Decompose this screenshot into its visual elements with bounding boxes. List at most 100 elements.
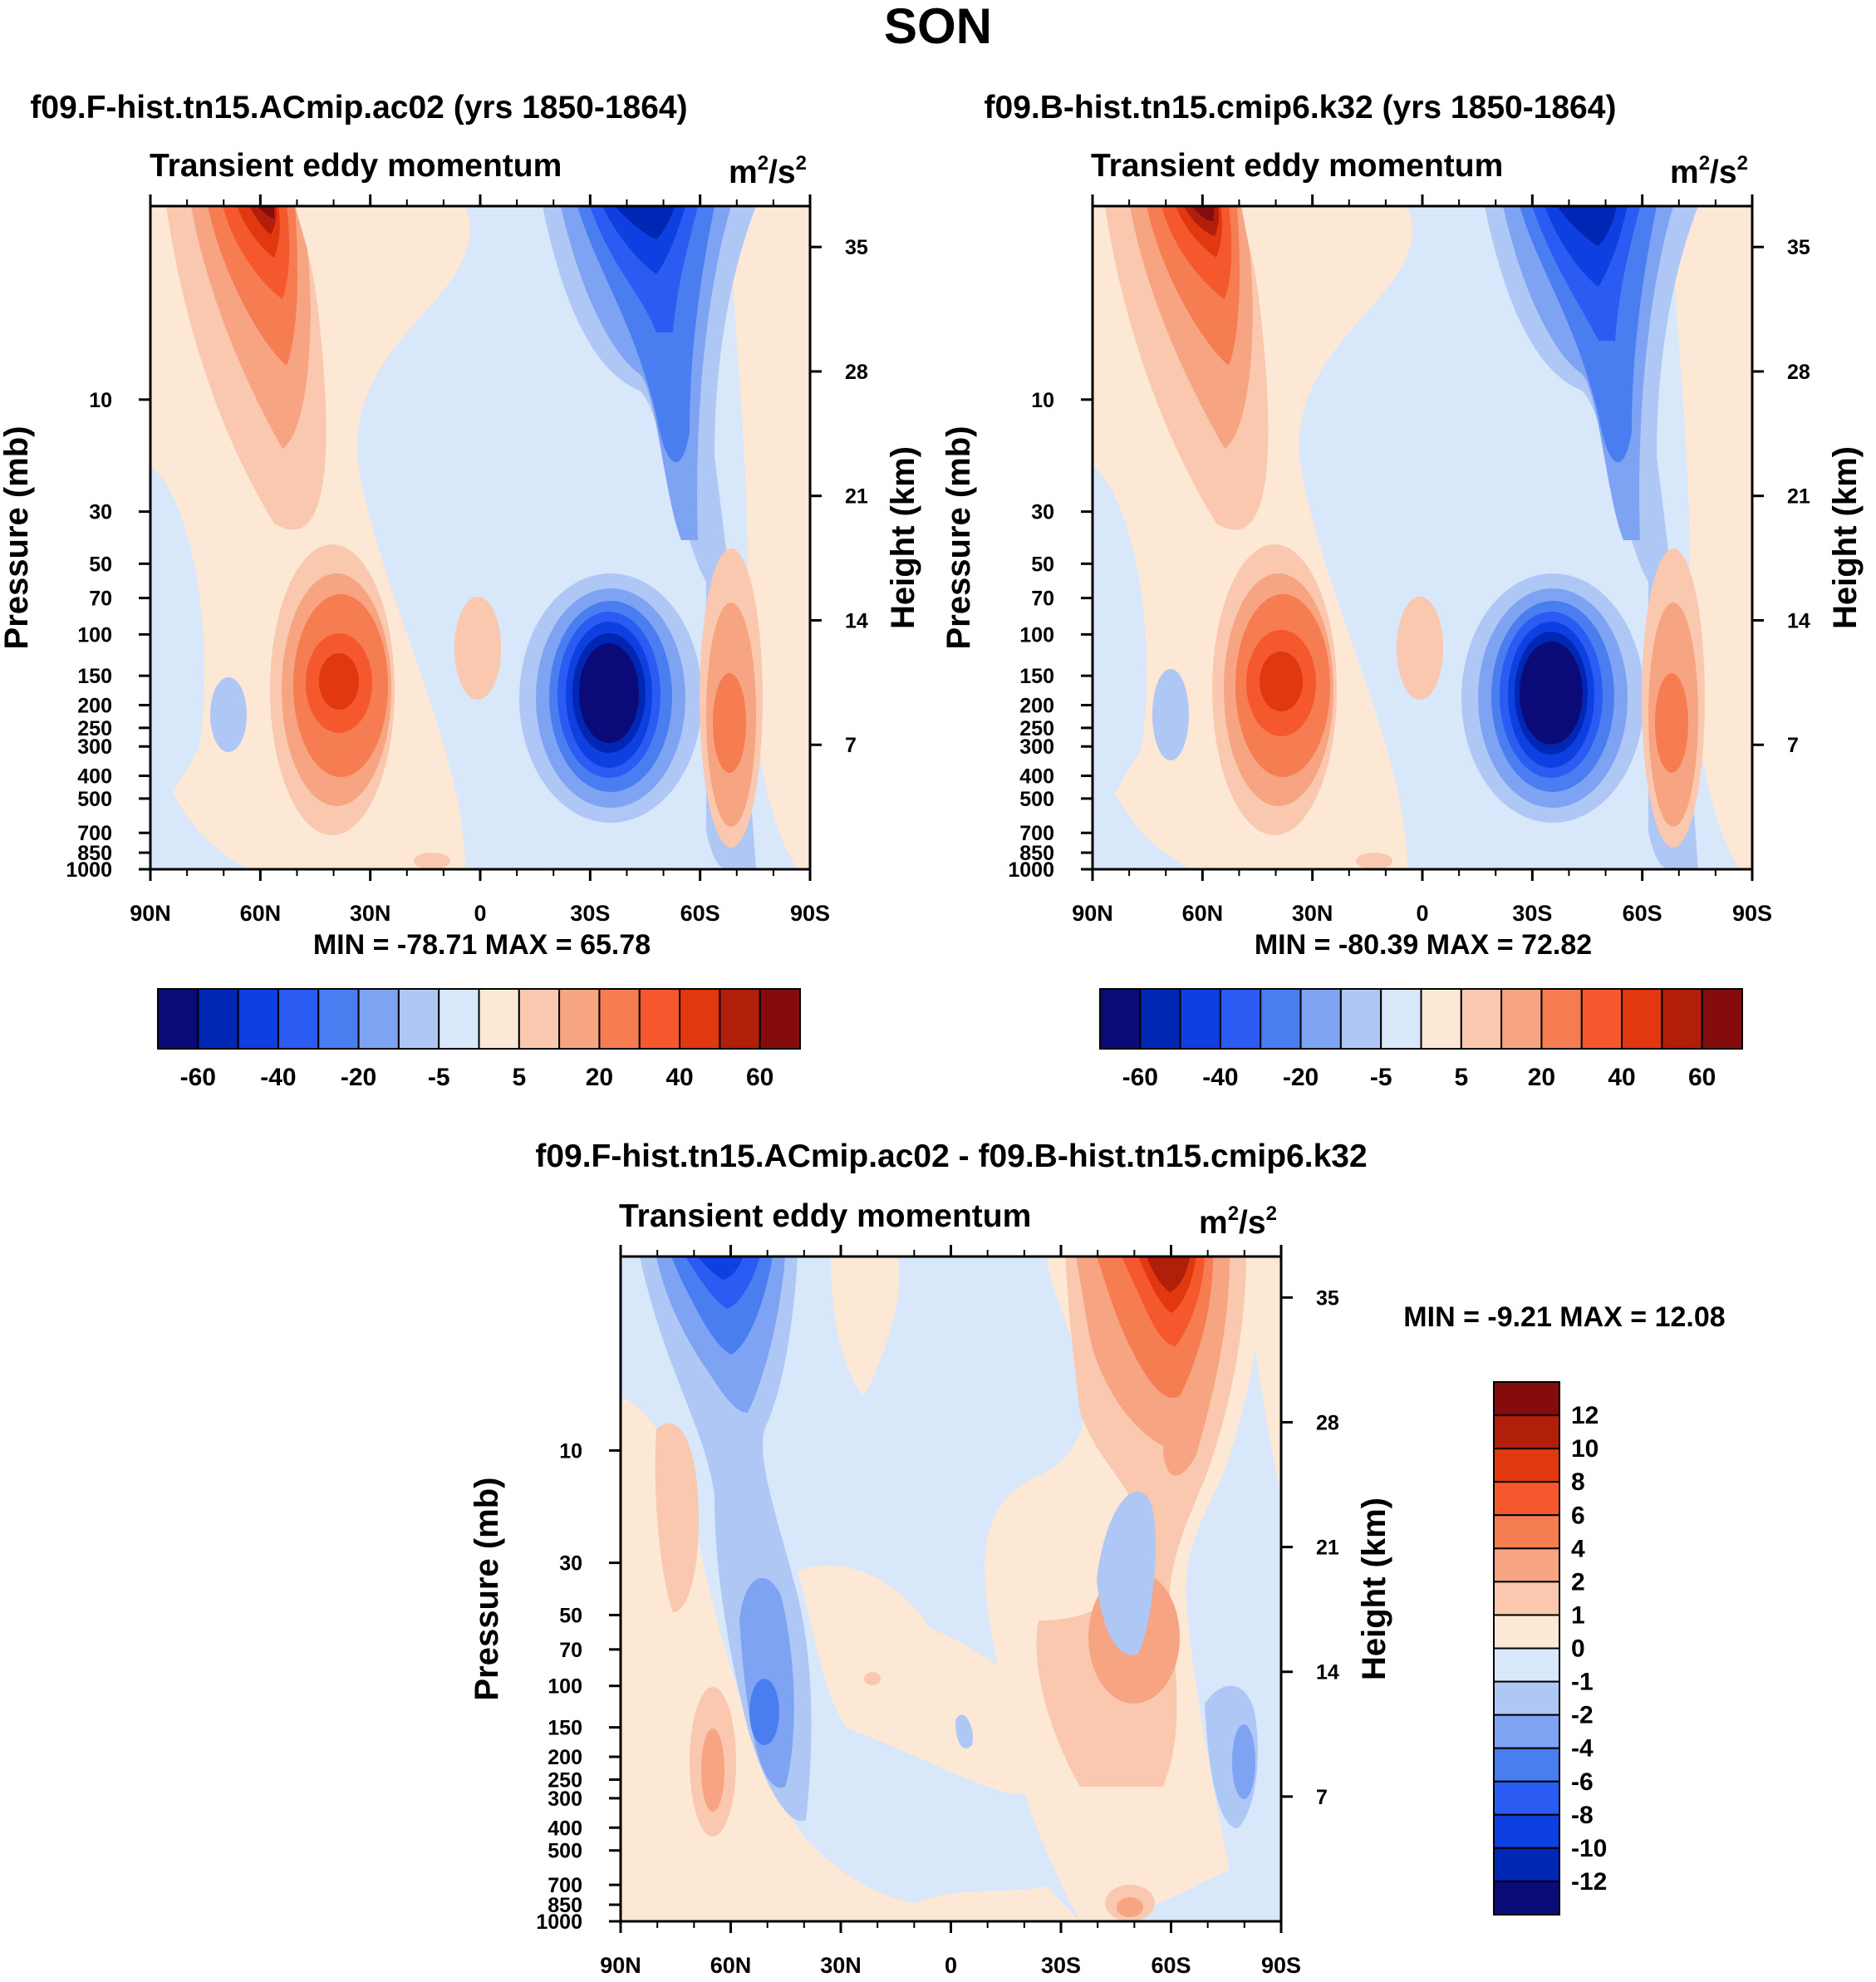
panel-3-left-string: Transient eddy momentum	[619, 1198, 1031, 1234]
height-tick-label: 35	[1316, 1286, 1339, 1310]
y-axis-label: Pressure (mb)	[0, 426, 35, 650]
height-tick-label: 35	[1787, 236, 1810, 259]
colorbar-label: 5	[1454, 1064, 1468, 1091]
colorbar-swatch	[1493, 1581, 1560, 1616]
pressure-tick-label: 100	[548, 1675, 582, 1699]
colorbar-label: -12	[1571, 1868, 1607, 1896]
colorbar-swatch	[1260, 988, 1302, 1050]
colorbar-label: 60	[1688, 1064, 1716, 1091]
panel-1-contour-field	[150, 206, 810, 869]
colorbar-swatch	[1493, 1514, 1560, 1550]
pressure-tick-label: 100	[77, 623, 112, 647]
colorbar-swatch	[1493, 1414, 1560, 1450]
colorbar-swatch	[438, 988, 480, 1050]
pressure-tick-label: 400	[548, 1817, 582, 1840]
panel-3-units: m2/s2	[1199, 1202, 1277, 1241]
pressure-tick-label: 850	[548, 1894, 582, 1917]
colorbar-label: -60	[180, 1064, 216, 1091]
colorbar-swatch	[317, 988, 360, 1050]
pressure-tick-label: 70	[559, 1639, 582, 1662]
colorbar-swatch	[1493, 1614, 1560, 1650]
pressure-tick-label: 250	[548, 1768, 582, 1792]
colorbar-label: 12	[1571, 1402, 1599, 1429]
pressure-tick-label: 1000	[536, 1911, 582, 1934]
y-axis-label: Pressure (mb)	[469, 1478, 505, 1701]
x-tick-label: 30S	[570, 901, 610, 926]
pressure-tick-label: 70	[89, 588, 112, 611]
pressure-tick-label: 500	[77, 788, 112, 811]
colorbar-swatch	[1493, 1747, 1560, 1783]
y-axis-right-label: Height (km)	[1356, 1498, 1392, 1680]
height-tick-label: 28	[1787, 361, 1810, 384]
pressure-tick-label: 850	[1019, 842, 1054, 865]
pressure-tick-label: 10	[1031, 389, 1054, 412]
colorbar-swatch	[1621, 988, 1663, 1050]
colorbar-swatch	[1493, 1647, 1560, 1683]
height-tick-label: 21	[1787, 485, 1810, 509]
colorbar-label: 40	[1608, 1064, 1635, 1091]
colorbar-swatch	[1493, 1547, 1560, 1583]
colorbar-swatch	[759, 988, 801, 1050]
colorbar-swatch	[1493, 1448, 1560, 1483]
pressure-tick-label: 200	[548, 1746, 582, 1769]
colorbar-label: 20	[1528, 1064, 1555, 1091]
x-tick-label: 30N	[350, 901, 391, 926]
colorbar-swatch	[1493, 1813, 1560, 1849]
x-tick-label: 30S	[1041, 1953, 1081, 1978]
panel-3-plot: 90N 60N 30N 0 30S 60S 90S103050701001502002503…	[469, 1245, 1392, 1978]
pressure-tick-label: 250	[77, 717, 112, 740]
colorbar-swatch	[157, 988, 199, 1050]
x-tick-label: 30N	[1292, 901, 1333, 926]
colorbar-swatch	[1099, 988, 1142, 1050]
pressure-tick-label: 200	[1019, 694, 1054, 717]
colorbar-label: 10	[1571, 1435, 1599, 1463]
pressure-tick-label: 10	[89, 389, 112, 412]
colorbar-label: -1	[1571, 1669, 1594, 1696]
pressure-tick-label: 850	[77, 842, 112, 865]
colorbar-label: -40	[1202, 1064, 1238, 1091]
panel-2-colorbar: -60 -40 -20 -5 5 20 40 60	[1099, 988, 1743, 1091]
height-tick-label: 14	[1316, 1661, 1339, 1684]
pressure-tick-label: 250	[1019, 717, 1054, 740]
panel-2: f09.B-hist.tn15.cmip6.k32 (yrs 1850-1864…	[940, 90, 1864, 1091]
height-tick-label: 7	[1787, 734, 1799, 757]
colorbar-label: 20	[586, 1064, 613, 1091]
x-tick-label: 0	[474, 901, 486, 926]
height-tick-label: 14	[1787, 609, 1810, 632]
pressure-tick-label: 30	[559, 1552, 582, 1576]
colorbar-swatch	[1661, 988, 1703, 1050]
pressure-tick-label: 30	[89, 501, 112, 524]
pressure-tick-label: 700	[548, 1874, 582, 1897]
colorbar-swatch	[478, 988, 520, 1050]
height-tick-label: 7	[845, 734, 857, 757]
panel-1-left-string: Transient eddy momentum	[150, 148, 562, 184]
pressure-tick-label: 200	[77, 694, 112, 717]
pressure-tick-label: 150	[77, 665, 112, 688]
colorbar-swatch	[1493, 1481, 1560, 1517]
colorbar-swatch	[558, 988, 601, 1050]
colorbar-label: -20	[1283, 1064, 1319, 1091]
panel-2-units: m2/s2	[1670, 152, 1748, 190]
pressure-tick-label: 400	[77, 765, 112, 789]
colorbar-swatch	[719, 988, 761, 1050]
colorbar-swatch	[679, 988, 721, 1050]
colorbar-swatch	[1420, 988, 1462, 1050]
pressure-tick-label: 300	[77, 735, 112, 759]
colorbar-label: 8	[1571, 1468, 1585, 1496]
colorbar-label: 5	[512, 1064, 526, 1091]
x-tick-label: 60N	[710, 1953, 752, 1978]
x-tick-label: 90N	[1072, 901, 1113, 926]
colorbar-label: -5	[428, 1064, 450, 1091]
pressure-tick-label: 50	[89, 553, 112, 576]
pressure-tick-label: 50	[1031, 553, 1054, 576]
colorbar-swatch	[397, 988, 440, 1050]
x-tick-label: 30S	[1512, 901, 1552, 926]
x-tick-label: 60S	[680, 901, 720, 926]
pressure-tick-label: 300	[1019, 735, 1054, 759]
x-tick-label: 60N	[1182, 901, 1224, 926]
colorbar-swatch	[1493, 1780, 1560, 1816]
colorbar-swatch	[1493, 1880, 1560, 1916]
height-tick-label: 28	[1316, 1411, 1339, 1434]
x-tick-label: 90S	[1261, 1953, 1301, 1978]
